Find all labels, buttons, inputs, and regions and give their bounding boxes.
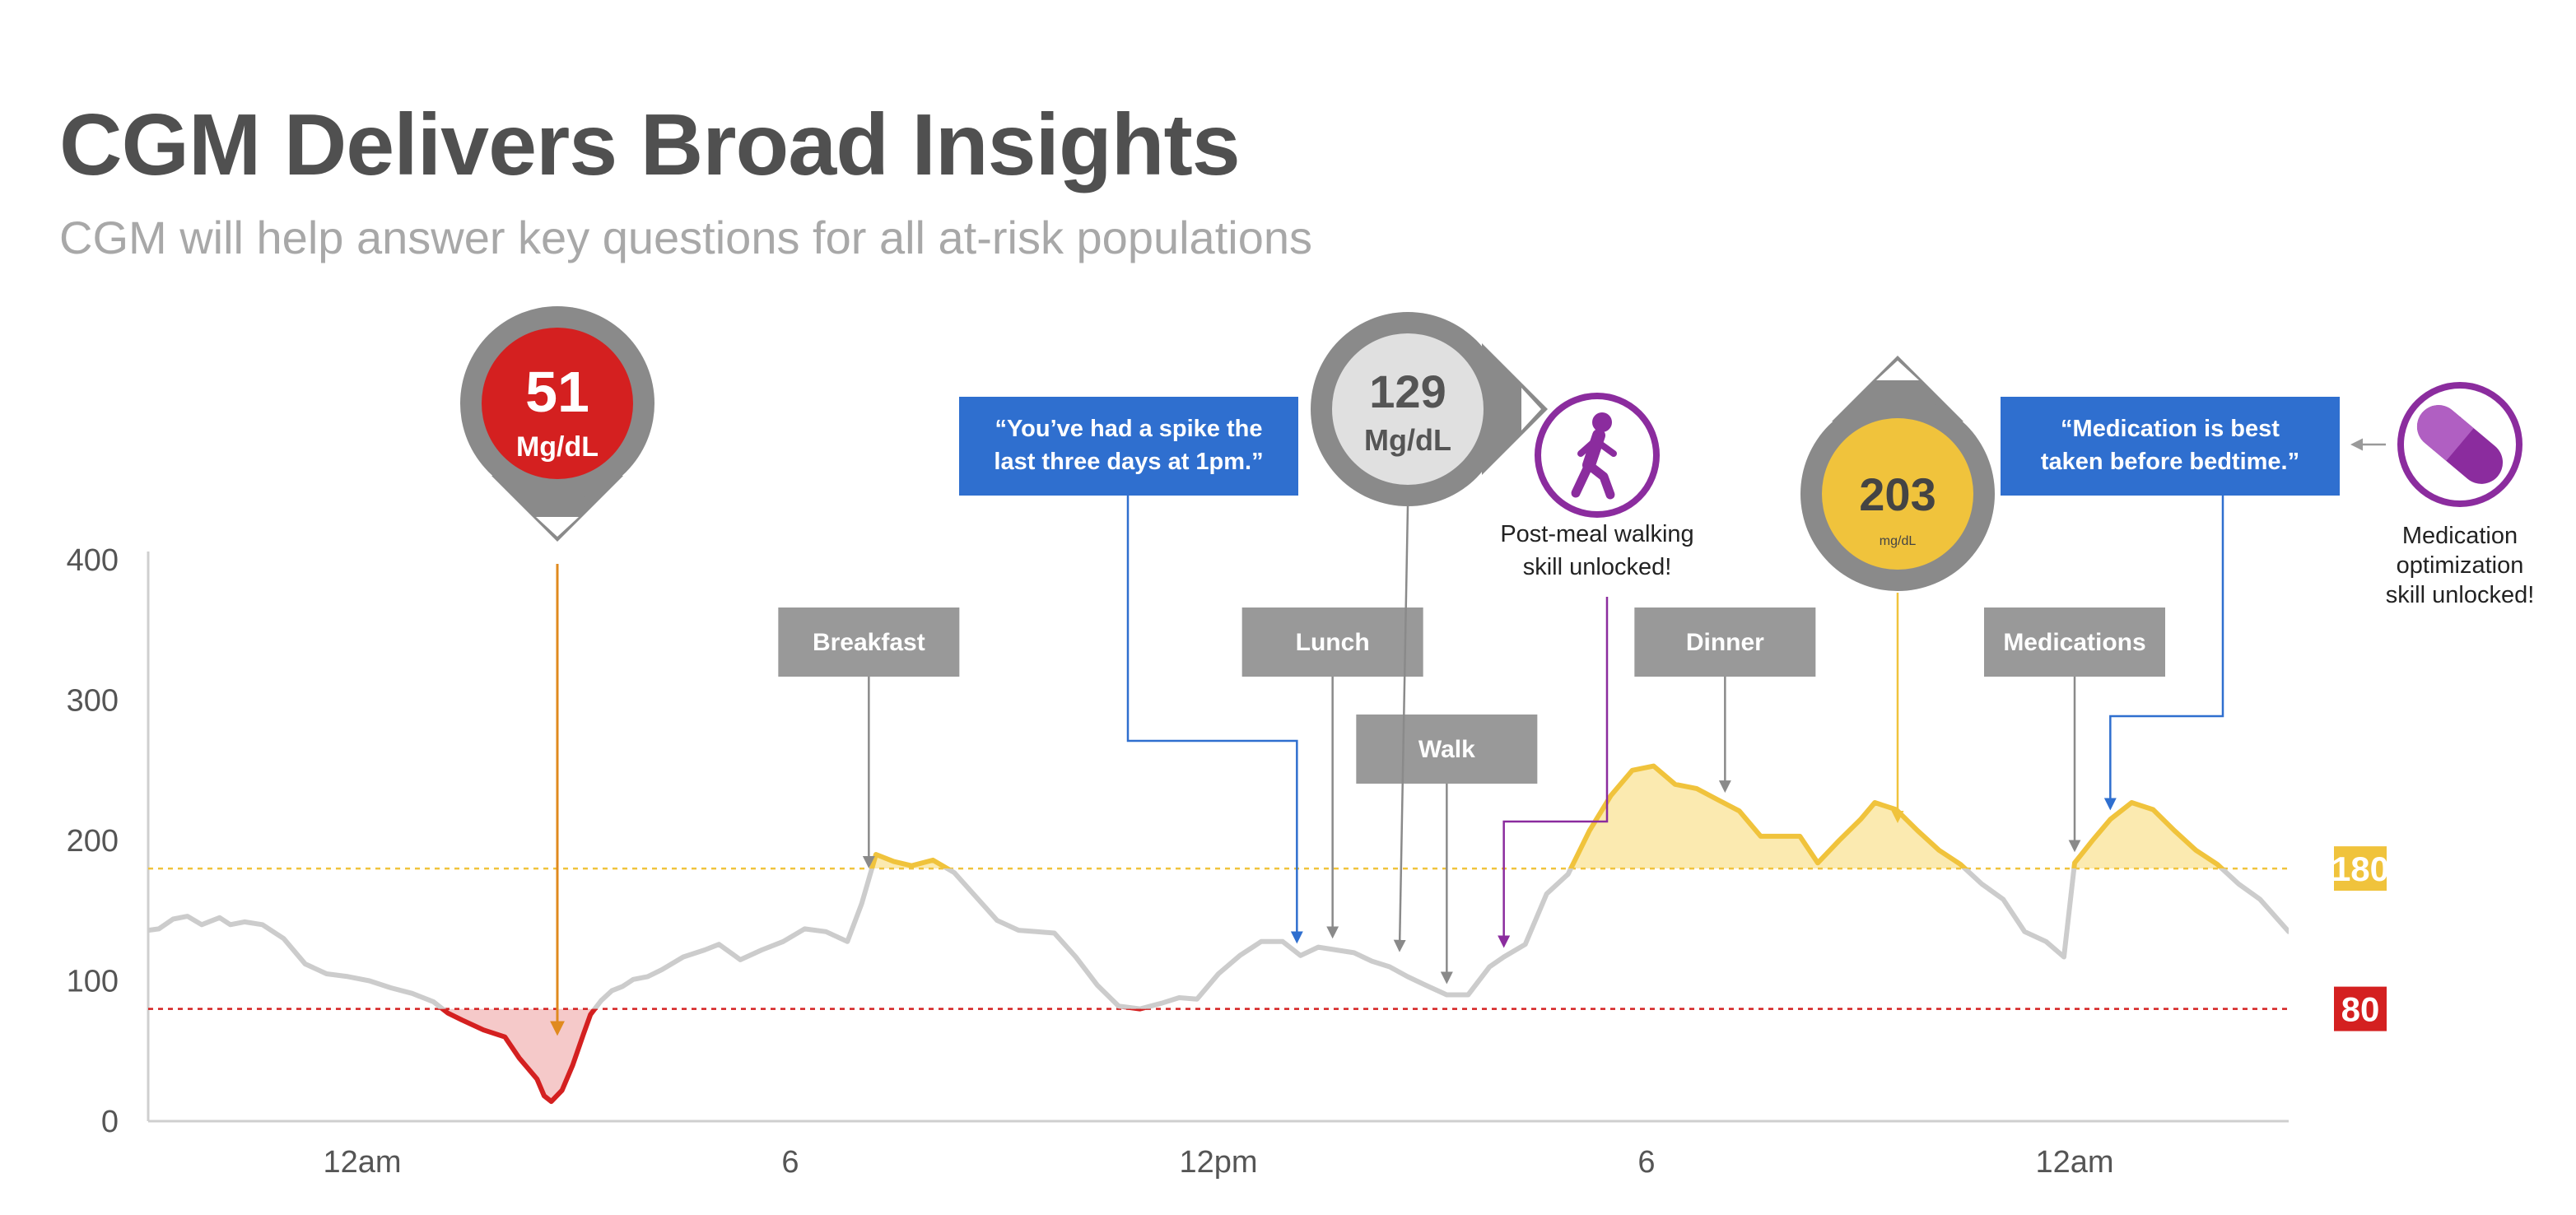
high-threshold-label: 180 [2331,850,2389,888]
insight-message: “You’ve had a spike the last three days a… [959,397,1303,944]
glucose-reading-pin: 203 mg/dL [1800,356,1995,824]
low-area-fill [148,1008,2289,1102]
event-label: Breakfast [813,629,925,656]
skill-label-line1: Post-meal walking [1500,521,1693,547]
walker-legs [1571,460,1615,500]
pin-value: 129 [1369,365,1446,417]
y-tick-label: 300 [67,684,119,719]
glucose-line-low [438,1008,1150,1105]
y-tick-label: 100 [67,965,119,999]
event-label: Medications [2003,629,2145,656]
pin-value: 51 [525,360,589,424]
skill-label-line2: optimization [2397,552,2524,579]
insight-message-line1: “Medication is best [2061,416,2280,442]
pin-face [1332,333,1484,485]
pin-face [1822,418,1973,570]
pin-unit: Mg/dL [1364,423,1451,457]
skill-badge-medication: Medication optimization skill unlocked! [2350,382,2535,608]
skill-label-line1: Medication [2402,523,2518,549]
event-label-box [1356,715,1538,784]
insight-message: “Medication is best taken before bedtime.… [2001,397,2340,811]
glucose-reading-pin: 51 Mg/dL [460,306,654,1036]
event-label: Dinner [1686,629,1764,656]
high-area-fill [872,766,2222,869]
skill-label-line3: skill unlocked! [2386,582,2535,608]
page-title: CGM Delivers Broad Insights [59,96,1241,193]
insight-message-arrow [2103,496,2224,811]
x-tick-label: 6 [1637,1145,1655,1180]
reading-arrow [1393,505,1409,952]
insight-message-arrow [1126,496,1303,944]
skill-badge-walking: Post-meal walking skill unlocked! [1498,393,1694,948]
y-tick-label: 400 [67,543,119,578]
glucose-reading-pin: 129 Mg/dL [1311,312,1548,952]
y-tick-label: 0 [101,1105,119,1139]
glucose-line-high [869,763,2226,869]
high-threshold-badge [2334,846,2387,891]
walker-arms [1577,437,1617,457]
x-tick-label: 12pm [1179,1145,1257,1180]
event-label: Walk [1418,736,1475,763]
x-tick-label: 6 [781,1145,799,1180]
skill-label-line2: skill unlocked! [1523,554,1672,580]
glucose-line-normal [148,868,2289,1009]
pin-tail-notch [536,517,579,537]
skill-arrow [1498,597,1609,948]
page-subtitle: CGM will help answer key questions for a… [59,212,1312,263]
insight-message-box [959,397,1298,496]
pill-icon [2416,405,2504,484]
pin-unit: Mg/dL [516,431,599,463]
pin-tail-notch [1521,388,1541,431]
pin-face [482,328,633,479]
event-label-box [778,608,960,677]
low-threshold-badge [2334,986,2387,1031]
pill-half-join [2433,417,2474,461]
pin-tail-notch [1876,361,1919,380]
pin-unit: mg/dL [1880,534,1917,548]
x-tick-label: 12am [323,1145,401,1180]
walker-head [1592,412,1612,432]
low-threshold-label: 80 [2341,990,2380,1029]
insight-message-line2: taken before bedtime.” [2041,449,2299,475]
insight-message-line2: last three days at 1pm.” [994,449,1263,475]
event-label-box [1634,608,1816,677]
insight-message-line1: “You’ve had a spike the [995,416,1262,442]
event-label-box [1984,608,2165,677]
insight-message-box [2001,397,2340,496]
pin-value: 203 [1859,468,1935,520]
y-tick-label: 200 [67,824,119,859]
x-tick-label: 12am [2035,1145,2113,1180]
event-label: Lunch [1296,629,1370,656]
walking-person-icon [1571,412,1617,500]
event-label-box [1241,608,1423,677]
